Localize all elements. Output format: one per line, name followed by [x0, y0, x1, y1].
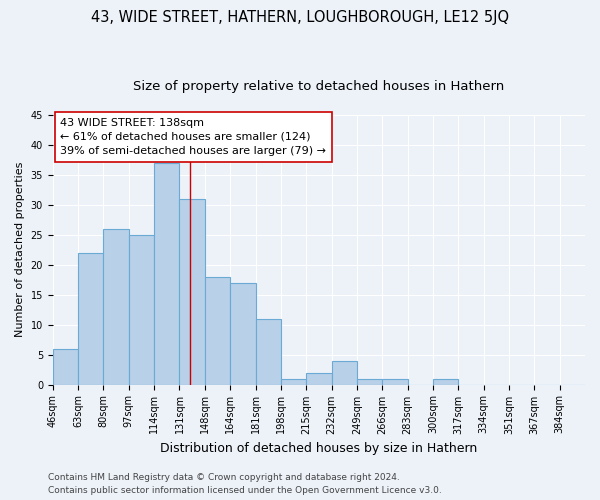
- Bar: [281, 378, 306, 384]
- Bar: [53, 348, 78, 384]
- Bar: [256, 318, 281, 384]
- Text: 43, WIDE STREET, HATHERN, LOUGHBOROUGH, LE12 5JQ: 43, WIDE STREET, HATHERN, LOUGHBOROUGH, …: [91, 10, 509, 25]
- Bar: [154, 163, 179, 384]
- Bar: [129, 235, 154, 384]
- Bar: [332, 360, 357, 384]
- Text: Contains HM Land Registry data © Crown copyright and database right 2024.
Contai: Contains HM Land Registry data © Crown c…: [48, 474, 442, 495]
- Bar: [433, 378, 458, 384]
- Bar: [179, 199, 205, 384]
- Text: 43 WIDE STREET: 138sqm
← 61% of detached houses are smaller (124)
39% of semi-de: 43 WIDE STREET: 138sqm ← 61% of detached…: [61, 118, 326, 156]
- Bar: [306, 372, 332, 384]
- Bar: [205, 276, 230, 384]
- Bar: [103, 229, 129, 384]
- Bar: [382, 378, 407, 384]
- X-axis label: Distribution of detached houses by size in Hathern: Distribution of detached houses by size …: [160, 442, 478, 455]
- Bar: [78, 253, 103, 384]
- Bar: [357, 378, 382, 384]
- Y-axis label: Number of detached properties: Number of detached properties: [15, 162, 25, 338]
- Title: Size of property relative to detached houses in Hathern: Size of property relative to detached ho…: [133, 80, 505, 93]
- Bar: [230, 282, 256, 384]
